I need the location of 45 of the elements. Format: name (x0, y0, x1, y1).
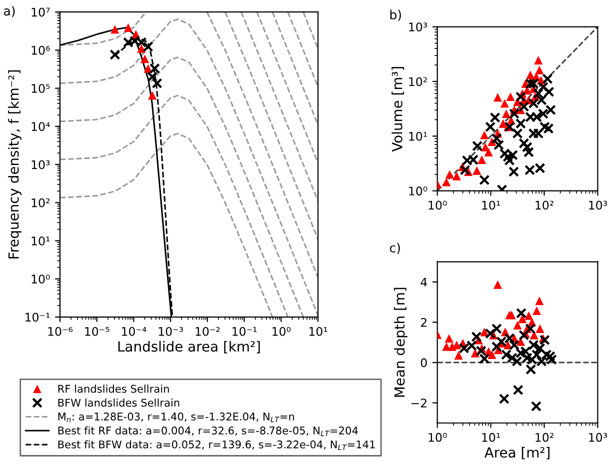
x-tick-label: 10² (536, 432, 554, 442)
y-tick-label: −2 (411, 398, 426, 408)
x-tick-label: 10³ (589, 200, 607, 210)
chart-title: a) (4, 6, 15, 18)
x-tick-label: 10¹ (482, 432, 500, 442)
y-tick-label: 10² (409, 77, 427, 86)
x-tick-label: 10⁻⁵ (85, 326, 110, 336)
y-tick-label: 10¹ (32, 236, 50, 246)
chart-title: b) (390, 10, 401, 21)
chart-title: c) (390, 242, 400, 254)
x-tick-label: 10⁻⁴ (122, 326, 146, 336)
x-tick-label: 10⁻³ (158, 326, 183, 336)
y-tick-label: 0 (420, 358, 427, 368)
x-axis-title: Landslide area [km²] (118, 340, 260, 354)
x-tick-label: 10⁻² (196, 326, 220, 336)
x-tick-label: 10³ (589, 432, 607, 442)
y-axis-title: Frequency density, f [km⁻²] (8, 70, 22, 258)
x-tick-label: 10¹ (482, 200, 500, 210)
y-tick-label: 10⁶ (32, 46, 50, 55)
y-tick-label: 10⁷ (32, 8, 50, 17)
y-tick-label: 10¹ (409, 132, 427, 141)
x-tick-label: 10⁰ (272, 326, 291, 336)
y-axis-title: Volume [m³] (392, 66, 404, 152)
y-tick-label: 2 (420, 318, 426, 327)
x-tick-label: 10¹ (309, 326, 328, 336)
y-axis-title: Mean depth [m] (394, 288, 408, 397)
legend-label: Best fit RF data: a=0.004, r=32.6, s=-8.78e-05, N$_{LT}$=204 (58, 426, 358, 436)
x-tick-label: 10⁻¹ (232, 326, 257, 336)
y-tick-label: 10⁵ (32, 84, 50, 93)
legend-label: Best fit BFW data: a=0.052, r=139.6, s=-3.22e-04, N$_{LT}$=141 (58, 440, 375, 450)
legend-label: BFW landslides Sellrain (58, 398, 180, 407)
legend-label: M$_{n}$: a=1.28E-03, r=1.40, s=-1.32E.04, N$_{LT}$=n (58, 412, 294, 422)
x-axis-title: Area [m²] (484, 446, 550, 460)
y-tick-label: 10⁻¹ (26, 312, 50, 322)
x-tick-label: 10⁰ (428, 432, 447, 442)
legend-label: RF landslides Sellrain (58, 384, 169, 393)
y-tick-label: 10⁰ (32, 274, 50, 284)
x-tick-label: 10⁻⁶ (48, 326, 73, 336)
x-tick-label: 10⁰ (428, 200, 447, 210)
y-tick-label: 10⁰ (409, 186, 428, 196)
y-tick-label: 10³ (32, 160, 50, 170)
y-tick-label: 4 (420, 278, 427, 286)
y-tick-label: 10⁴ (32, 122, 50, 132)
x-tick-label: 10² (536, 200, 554, 210)
y-tick-label: 10³ (409, 22, 428, 32)
